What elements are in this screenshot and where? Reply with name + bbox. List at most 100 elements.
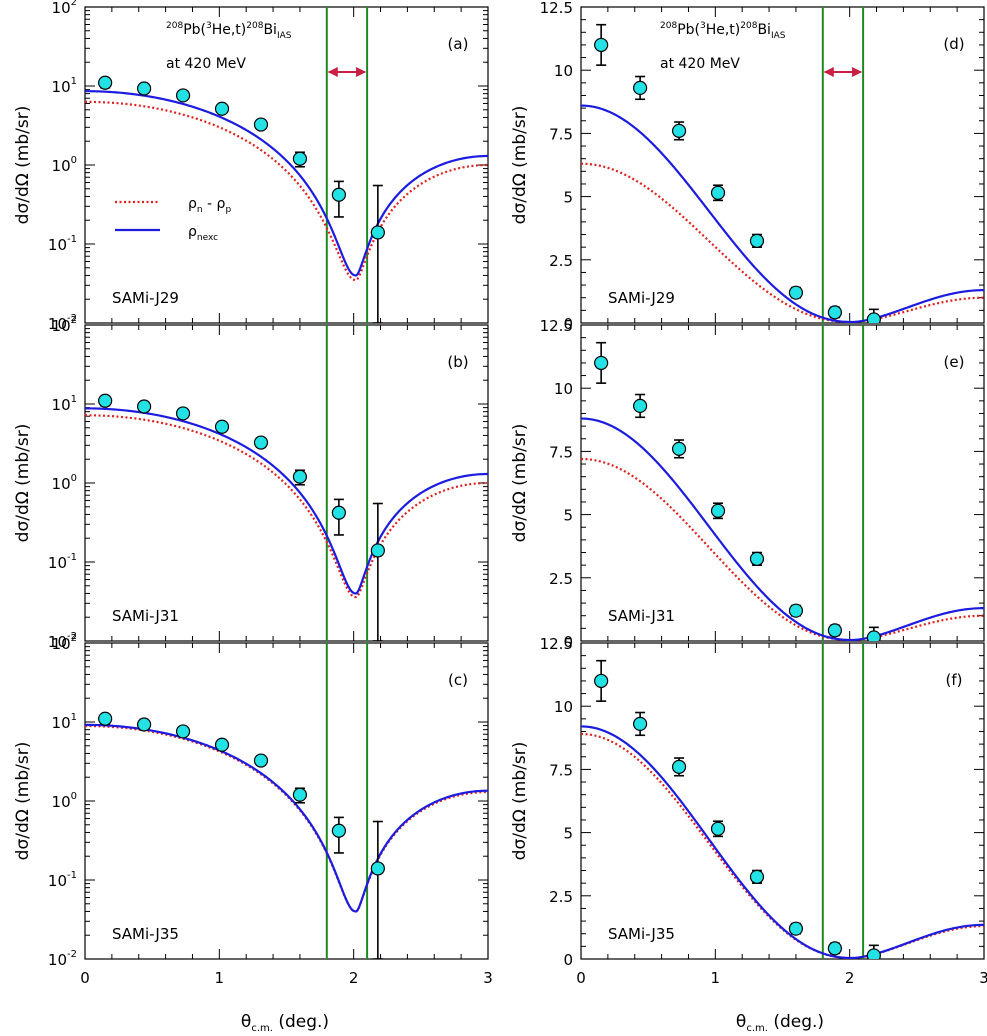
x-axis-title-left: θc.m. (deg.): [241, 1012, 329, 1034]
x-axis-title-right: θc.m. (deg.): [736, 1012, 824, 1034]
data-point: [331, 816, 346, 854]
data-marker: [331, 505, 346, 520]
reaction-el1: Pb(: [183, 22, 206, 38]
y-tick-label: 101: [52, 712, 77, 732]
x-axis-title-main: θ: [241, 1012, 251, 1032]
data-marker: [370, 861, 385, 876]
y-tick-label: 7.5: [549, 125, 573, 143]
x-tick-label: 2: [349, 969, 359, 987]
data-point: [671, 757, 687, 777]
x-axis-title-main: θ: [736, 1012, 746, 1032]
data-point: [331, 498, 346, 536]
reaction-label: 208Pb(3He,t)208BiIAS: [660, 21, 786, 41]
panel-label: (d): [943, 35, 964, 53]
data-point: [292, 469, 308, 486]
y-tick-base: 10: [48, 554, 67, 572]
y-tick-base: 10: [52, 157, 71, 175]
y-tick-label: 102: [52, 0, 77, 17]
y-tick-exp: -2: [67, 631, 77, 642]
reaction-annotation-left: 208Pb(3He,t)208BiIAS at 420 MeV: [166, 21, 292, 72]
data-marker: [827, 305, 842, 320]
y-tick-base: 10: [48, 872, 67, 890]
panel-frame: [84, 6, 489, 324]
data-marker: [710, 821, 726, 836]
y-tick-label: 10-1: [48, 234, 77, 254]
panel-frame: [580, 642, 985, 960]
model-label: SAMi-J35: [608, 925, 675, 943]
y-axis-title: dσ/dΩ (mb/sr): [510, 106, 530, 225]
reaction-el2: He,t): [212, 22, 247, 38]
data-point: [866, 626, 881, 641]
data-point: [137, 81, 152, 96]
series-rho-diff: [85, 724, 488, 913]
reaction-pre3: 208: [246, 21, 263, 31]
x-axis-title-sub: c.m.: [251, 1023, 273, 1034]
data-point: [671, 121, 687, 141]
data-marker: [253, 435, 269, 450]
x-tick-label: 3: [483, 969, 493, 987]
data-marker: [866, 312, 881, 323]
panel-frame: [580, 6, 985, 324]
data-marker: [788, 921, 804, 936]
data-marker: [98, 75, 113, 90]
data-point: [749, 233, 765, 248]
reaction-el2: He,t): [706, 22, 741, 38]
legend-entry-rho-nexc: ρnexc: [188, 224, 218, 243]
data-marker: [633, 80, 648, 95]
data-marker: [749, 551, 765, 566]
y-tick-exp: 2: [71, 633, 77, 644]
data-marker: [370, 543, 385, 558]
series-rho-nexc: [581, 725, 984, 959]
data-point: [633, 711, 648, 737]
data-marker: [292, 151, 308, 166]
reaction-el3: Bi: [263, 22, 277, 38]
data-marker: [214, 419, 230, 434]
legend-sub2: p: [225, 205, 231, 215]
data-marker: [671, 759, 687, 774]
data-point: [671, 439, 687, 459]
data-point: [827, 623, 842, 638]
model-label: SAMi-J31: [608, 607, 675, 625]
data-point: [370, 184, 385, 323]
y-tick-label: 100: [52, 155, 77, 175]
y-tick-label: 102: [52, 315, 77, 335]
x-tick-label: 1: [215, 969, 225, 987]
y-tick-label: 12.5: [540, 317, 573, 335]
series-rho-diff: [85, 100, 488, 282]
reaction-pre3: 208: [740, 21, 757, 31]
data-point: [370, 502, 385, 641]
y-axis-title: dσ/dΩ (mb/sr): [13, 106, 33, 225]
model-label: SAMi-J29: [112, 289, 179, 307]
data-point: [370, 820, 385, 959]
data-marker: [292, 787, 308, 802]
y-tick-label: 10-2: [48, 631, 77, 651]
data-point: [866, 944, 881, 959]
data-marker: [749, 869, 765, 884]
data-marker: [671, 123, 687, 138]
reaction-pre2: 3: [700, 21, 706, 31]
y-tick-label: 10: [554, 698, 573, 716]
series-rho-nexc: [85, 407, 488, 595]
data-marker: [98, 711, 113, 726]
y-tick-exp: 0: [71, 791, 77, 802]
data-marker: [827, 623, 842, 638]
reaction-pre: 208: [166, 21, 183, 31]
data-point: [98, 393, 113, 408]
y-tick-label: 2.5: [549, 570, 573, 588]
data-marker: [253, 117, 269, 132]
y-tick-base: 10: [52, 714, 71, 732]
panel-d: 0 2.5 5 7.5 10 12.5 (d) SAMi-J29: [540, 0, 985, 333]
data-marker: [594, 355, 609, 371]
data-marker: [594, 673, 609, 689]
data-point: [253, 753, 269, 768]
y-tick-label: 5: [563, 825, 573, 843]
y-axis-title-left-top: dσ/dΩ (mb/sr): [13, 106, 33, 225]
energy-label: at 420 MeV: [166, 56, 246, 72]
data-point: [137, 717, 152, 732]
data-marker: [866, 948, 881, 959]
legend-entry-rho-diff: ρn - ρp: [188, 196, 231, 215]
y-tick-label: 12.5: [540, 635, 573, 653]
data-point: [175, 406, 191, 421]
model-label: SAMi-J31: [112, 607, 179, 625]
y-tick-base: 10: [52, 635, 71, 653]
